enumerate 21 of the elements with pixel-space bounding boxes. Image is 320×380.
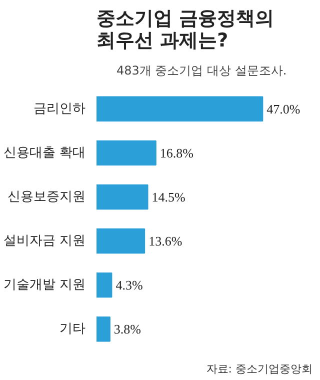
chart-title: 중소기업 금융정책의 최우선 과제는? <box>96 8 274 52</box>
data-label: 14.5% <box>152 189 186 204</box>
y-tick-label: 신용보증지원 <box>8 189 86 204</box>
y-tick-label: 금리인하 <box>34 101 86 116</box>
bar <box>96 316 110 342</box>
text: 자료: 중소기업중앙회 <box>206 362 312 376</box>
y-tick-label: 기타 <box>60 322 86 337</box>
data-label: 16.8% <box>160 145 194 160</box>
y-tick-label: 기술개발 지원 <box>3 278 86 293</box>
bar <box>96 228 146 254</box>
data-label: 4.3% <box>116 278 143 293</box>
data-label: 3.8% <box>114 322 142 337</box>
y-tick-label: 신용대출 확대 <box>3 145 86 160</box>
bar <box>96 184 148 210</box>
y-tick-label: 설비자금 지원 <box>3 234 86 249</box>
data-label: 13.6% <box>148 234 182 249</box>
data-label: 47.0% <box>266 101 300 116</box>
bar <box>96 96 264 122</box>
bar <box>96 272 112 298</box>
bar <box>96 140 156 166</box>
chart-subtitle: 483개 중소기업 대상 설문조사. <box>116 64 287 78</box>
